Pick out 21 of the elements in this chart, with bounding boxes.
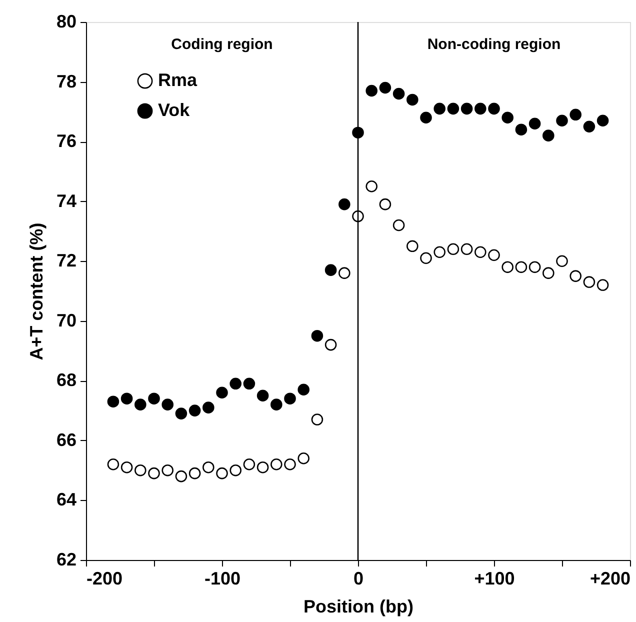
y-axis-title: A+T content (%)	[26, 222, 46, 360]
y-tick-label: 76	[56, 131, 76, 152]
x-tick-label: 0	[353, 568, 364, 588]
y-tick-label: 80	[56, 12, 76, 32]
y-tick-label: 70	[56, 310, 76, 330]
x-tick-label: -200	[86, 568, 123, 588]
annotation: Non-coding region	[427, 36, 561, 53]
y-tick-label: 72	[56, 250, 76, 271]
x-axis-title: Position (bp)	[304, 596, 414, 616]
legend-label: Rma	[158, 70, 198, 90]
legend-label: Vok	[158, 100, 191, 120]
y-tick-label: 78	[56, 71, 76, 92]
x-tick-label: +200	[590, 568, 630, 588]
annotation: Coding region	[171, 36, 273, 53]
y-tick-label: 74	[56, 190, 76, 211]
x-tick-label: -100	[204, 568, 241, 588]
y-tick-label: 68	[56, 370, 76, 390]
y-tick-label: 66	[56, 430, 76, 450]
y-tick-label: 64	[56, 490, 76, 510]
x-tick-label: +100	[474, 568, 515, 588]
y-tick-label: 62	[56, 550, 76, 570]
